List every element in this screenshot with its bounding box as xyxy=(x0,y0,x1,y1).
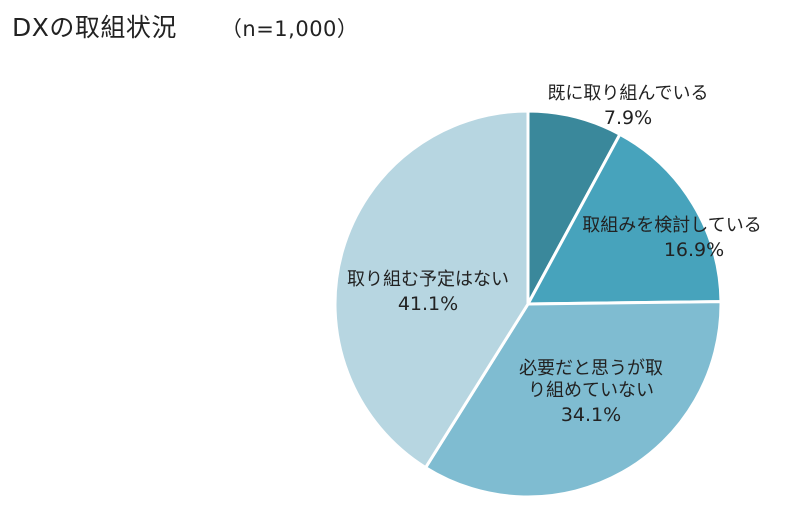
pie-slice-2 xyxy=(526,132,723,306)
slice-label-3-line-1: 必要だと思うが取 xyxy=(519,358,663,379)
slice-value-1: 7.9% xyxy=(604,107,652,129)
slice-label-group-2: 取組みを検討している 16.9% xyxy=(582,215,761,261)
slice-value-4: 41.1% xyxy=(398,293,458,315)
slice-value-2: 16.9% xyxy=(664,239,724,261)
slice-label-group-4: 取り組む予定はない 41.1% xyxy=(347,269,509,315)
slice-value-3: 34.1% xyxy=(561,404,621,426)
pie-slice-1 xyxy=(526,109,622,306)
slice-label-4-line-1: 取り組む予定はない xyxy=(347,269,509,290)
slice-label-group-1: 既に取り組んでいる 7.9% xyxy=(547,83,708,129)
pie-slice-4 xyxy=(333,109,530,470)
slice-label-2-line-1: 取組みを検討している xyxy=(582,215,761,236)
chart-title-main: DXの取組状況 xyxy=(12,13,177,42)
chart-title: DXの取組状況 （n=1,000） xyxy=(12,8,358,44)
slice-label-3-line-2: り組めていない xyxy=(528,380,654,401)
chart-title-sample-size: （n=1,000） xyxy=(220,17,359,41)
slice-label-1-line-1: 既に取り組んでいる xyxy=(547,83,708,104)
